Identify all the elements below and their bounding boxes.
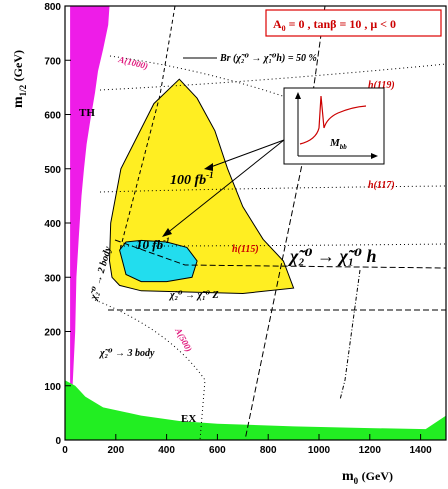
axis-ticks: 0 200 400 600 800 1000 1200 1400 0 100 200 300 400 50… (44, 2, 432, 456)
x-tick-label: 1400 (409, 445, 432, 456)
decay-boundary-z (339, 269, 361, 401)
y-axis-sub: 1/2 (18, 84, 28, 96)
x-tick-label: 0 (62, 445, 68, 456)
x-axis-sub: 0 (354, 476, 359, 486)
inset-xlabel-var: M (329, 137, 341, 149)
y-tick-label: 800 (44, 2, 61, 13)
fb10-text: 10 fb (136, 237, 164, 252)
decay-2body-label: χ̃₂⁰ → 2 body (88, 245, 114, 303)
x-tick-label: 1200 (359, 445, 382, 456)
x-tick-label: 400 (158, 445, 175, 456)
x-axis-unit: (GeV) (362, 469, 393, 483)
fb100-region (108, 78, 295, 295)
ex-region (65, 380, 446, 440)
y-tick-label: 600 (44, 111, 61, 122)
inset-box (283, 87, 385, 165)
y-tick-label: 700 (44, 56, 61, 67)
y-tick-label: 200 (44, 328, 61, 339)
th-label: TH (79, 107, 95, 119)
parameter-a-sub: 0 (282, 24, 286, 33)
parameter-a: A (273, 17, 282, 31)
h119-label: h(119) (368, 80, 395, 91)
parameter-box (265, 9, 442, 37)
inset-xlabel-sub: bb (340, 143, 348, 151)
x-axis-var: m (342, 469, 354, 484)
y-tick-label: 300 (44, 273, 61, 284)
decay-z-label: χ̃₂⁰ → χ̃₁⁰ Z (168, 290, 219, 301)
a500-label: A(500) (173, 325, 194, 353)
h117-contour (99, 185, 446, 193)
br-label: Br (χ̃₂⁰ → χ̃₁⁰h) = 50 % (219, 53, 317, 64)
x-tick-label: 800 (260, 445, 277, 456)
br50-contour (119, 6, 176, 251)
inset-x-arrowhead (371, 153, 378, 159)
fb100-sup: -1 (206, 170, 214, 180)
y-axis-unit: (GeV) (11, 50, 25, 81)
inset-arrowhead-1 (204, 163, 213, 171)
y-tick-label: 500 (44, 165, 61, 176)
y-axis-var: m (11, 96, 26, 108)
inset-arrow-2 (165, 139, 285, 235)
a1000-contour (109, 55, 301, 103)
fb100-label: 100 fb-1 (170, 170, 214, 188)
inset-y-arrowhead (295, 92, 301, 99)
inset-xlabel: Mbb (329, 137, 347, 151)
parameter-text: A0 = 0 , tanβ = 10 , μ < 0 (273, 17, 396, 33)
h117-label: h(117) (368, 180, 395, 191)
inset-arrowhead-2 (162, 228, 172, 237)
fb10-label: 10 fb-1 (136, 236, 170, 252)
decay-3body-label: χ̃₂⁰ → 3 body (98, 348, 155, 359)
x-axis-title: m0 (GeV) (342, 469, 393, 486)
h115-contour (119, 243, 446, 247)
th-region (70, 6, 110, 440)
fb10-region (119, 239, 198, 283)
decay-h-label: χ̃₂⁰ → χ̃₁⁰ h (287, 246, 377, 266)
parameter-rest: = 0 , tanβ = 10 , μ < 0 (286, 17, 396, 31)
y-axis-title: m1/2 (GeV) (11, 50, 28, 108)
a500-contour (94, 299, 206, 440)
fb10-sup: -1 (163, 236, 170, 245)
y-tick-label: 0 (55, 436, 61, 447)
fb100-text: 100 fb (170, 173, 206, 188)
a1000-label: A(1000) (117, 54, 149, 71)
h115-label: h(115) (232, 244, 259, 255)
x-tick-label: 1000 (308, 445, 331, 456)
y-tick-label: 100 (44, 382, 61, 393)
x-tick-label: 200 (107, 445, 124, 456)
kinematic-boundary-1 (114, 239, 446, 269)
x-tick-label: 600 (209, 445, 226, 456)
inset-curve (299, 95, 367, 145)
ex-label: EX (181, 413, 196, 425)
inset-arrow-1 (207, 139, 285, 169)
y-tick-label: 400 (44, 219, 61, 230)
decay-boundary-diag (244, 6, 326, 440)
